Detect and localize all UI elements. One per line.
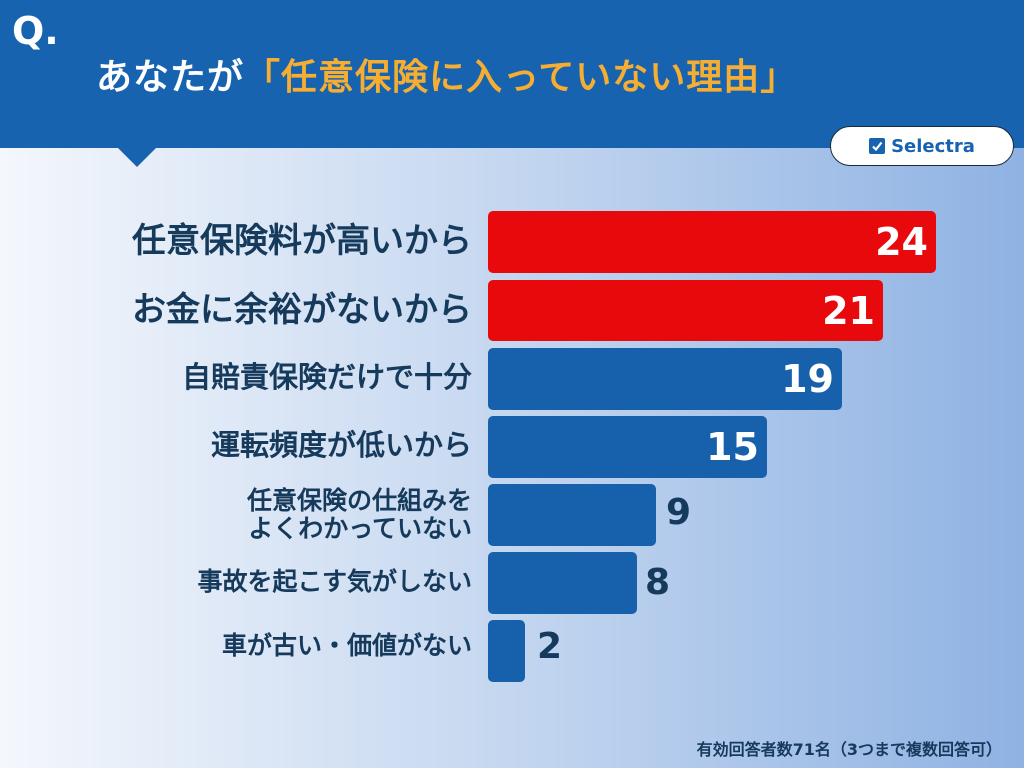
bar-value: 24 — [875, 220, 928, 264]
bar: 24 — [488, 211, 936, 273]
bar: 21 — [488, 280, 883, 341]
bar — [488, 552, 637, 614]
bar: 19 — [488, 348, 842, 410]
bar-row: 運転頻度が低いから 15 — [0, 416, 1024, 478]
bar-label: 任意保険の仕組みを よくわかっていない — [247, 487, 472, 542]
bar-row: 自賠責保険だけで十分 19 — [0, 348, 1024, 410]
bar-value: 21 — [822, 288, 875, 333]
bar-label: 運転頻度が低いから — [210, 428, 472, 462]
bar-row: 任意保険の仕組みを よくわかっていない 9 — [0, 484, 1024, 546]
title-prefix: あなたが — [96, 57, 245, 98]
bar — [488, 620, 525, 682]
bar-value: 8 — [645, 562, 671, 603]
brand-logo: Selectra — [830, 126, 1014, 166]
bar-row: 任意保険料が高いから 24 — [0, 211, 1024, 273]
bar-label: お金に余裕がないから — [132, 290, 472, 330]
bar-label: 任意保険料が高いから — [132, 221, 472, 261]
chart-title: あなたが「任意保険に入っていない理由」 — [96, 56, 797, 99]
bar-row: お金に余裕がないから 21 — [0, 280, 1024, 341]
bar-value: 2 — [537, 626, 563, 667]
bar-label-line2: よくわかっていない — [248, 513, 472, 543]
title-highlight: 「任意保険に入っていない理由」 — [244, 57, 798, 98]
bar-row: 事故を起こす気がしない 8 — [0, 552, 1024, 614]
speech-tip — [117, 147, 157, 167]
bar-row: 車が古い・価値がない 2 — [0, 620, 1024, 682]
header-banner: Q. あなたが「任意保険に入っていない理由」 — [0, 0, 1024, 148]
question-mark-label: Q. — [12, 9, 59, 53]
bar: 15 — [488, 416, 767, 478]
bar-label: 事故を起こす気がしない — [197, 567, 472, 596]
bar-label: 自賠責保険だけで十分 — [181, 360, 472, 394]
bar-value: 19 — [781, 357, 834, 401]
brand-name: Selectra — [891, 135, 975, 157]
respondent-note: 有効回答者数71名（3つまで複数回答可） — [696, 740, 1002, 759]
checkbox-icon — [869, 138, 886, 154]
bar — [488, 484, 656, 546]
bar-value: 9 — [666, 492, 692, 533]
bar-label-line1: 任意保険の仕組みを — [246, 486, 472, 515]
bar-value: 15 — [706, 425, 759, 469]
bar-label: 車が古い・価値がない — [221, 631, 472, 660]
